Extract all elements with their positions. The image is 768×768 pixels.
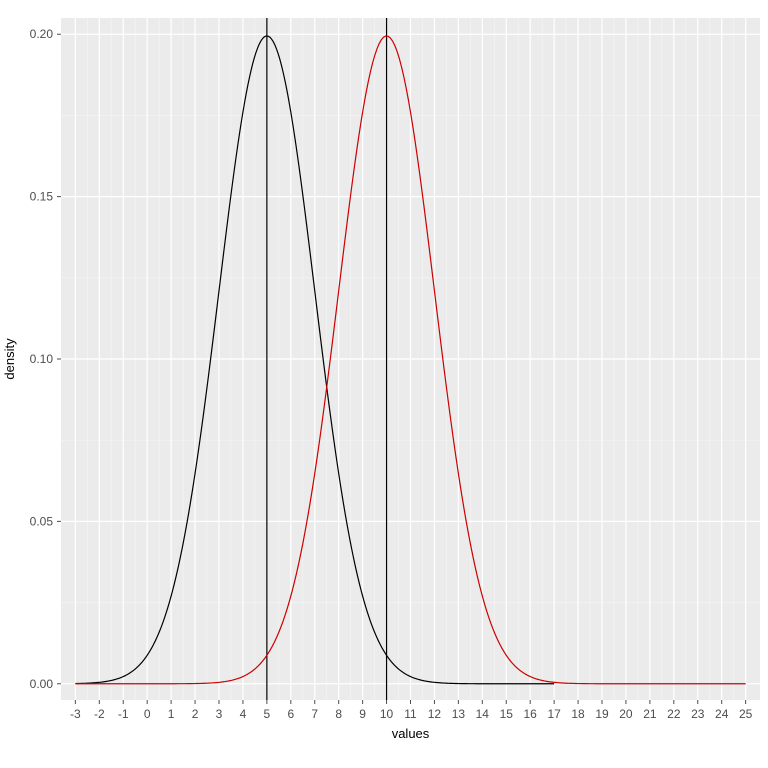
x-tick-label: -3 bbox=[70, 707, 81, 721]
x-tick-label: 17 bbox=[547, 707, 561, 721]
y-tick-label: 0.05 bbox=[30, 514, 54, 528]
x-tick-label: 8 bbox=[335, 707, 342, 721]
y-tick-label: 0.20 bbox=[30, 27, 54, 41]
x-tick-label: 10 bbox=[380, 707, 394, 721]
x-tick-label: 1 bbox=[168, 707, 175, 721]
x-tick-label: 9 bbox=[359, 707, 366, 721]
x-tick-label: 18 bbox=[571, 707, 585, 721]
x-axis-ticks: -3-2-10123456789101112131415161718192021… bbox=[70, 700, 753, 721]
y-tick-label: 0.15 bbox=[30, 190, 54, 204]
x-tick-label: 11 bbox=[404, 707, 417, 721]
x-tick-label: -1 bbox=[118, 707, 129, 721]
x-tick-label: 20 bbox=[619, 707, 633, 721]
x-tick-label: 4 bbox=[240, 707, 247, 721]
x-tick-label: 21 bbox=[643, 707, 657, 721]
x-tick-label: 14 bbox=[476, 707, 490, 721]
density-chart: -3-2-10123456789101112131415161718192021… bbox=[0, 0, 768, 768]
x-tick-label: 16 bbox=[524, 707, 538, 721]
x-tick-label: 0 bbox=[144, 707, 151, 721]
x-tick-label: 23 bbox=[691, 707, 705, 721]
x-tick-label: 15 bbox=[500, 707, 514, 721]
x-tick-label: 13 bbox=[452, 707, 466, 721]
x-tick-label: 22 bbox=[667, 707, 681, 721]
x-tick-label: 5 bbox=[264, 707, 271, 721]
x-tick-label: 7 bbox=[311, 707, 318, 721]
y-axis-ticks: 0.00 0.05 0.10 0.15 0.20 bbox=[30, 27, 61, 691]
x-tick-label: 25 bbox=[739, 707, 753, 721]
x-tick-label: 24 bbox=[715, 707, 729, 721]
x-tick-label: 2 bbox=[192, 707, 199, 721]
x-tick-label: 12 bbox=[428, 707, 442, 721]
y-tick-label: 0.10 bbox=[30, 352, 54, 366]
x-tick-label: 3 bbox=[216, 707, 223, 721]
x-tick-label: 19 bbox=[595, 707, 609, 721]
x-axis-label: values bbox=[392, 726, 430, 741]
chart-svg: -3-2-10123456789101112131415161718192021… bbox=[0, 0, 768, 768]
x-tick-label: -2 bbox=[94, 707, 105, 721]
x-tick-label: 6 bbox=[287, 707, 294, 721]
y-axis-label: density bbox=[2, 338, 17, 380]
y-tick-label: 0.00 bbox=[30, 677, 54, 691]
